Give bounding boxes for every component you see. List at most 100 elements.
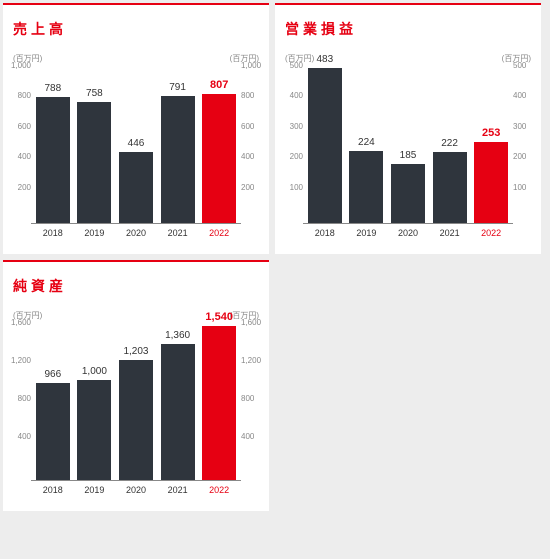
y-axis-right: 1,000 800 600 400 200 — [241, 64, 267, 224]
bar-value-label: 253 — [482, 127, 500, 139]
x-tick-label: 2022 — [202, 485, 236, 495]
y-tick-label: 1,000 — [5, 62, 31, 70]
bar-wrap: 185 — [391, 150, 425, 223]
y-axis-right: 1,600 1,200 800 400 — [241, 321, 267, 481]
y-tick-label: 500 — [513, 62, 539, 70]
y-tick-label: 800 — [241, 92, 267, 100]
y-tick-label: 500 — [277, 62, 303, 70]
y-tick-label: 200 — [241, 184, 267, 192]
y-tick-label: 200 — [5, 184, 31, 192]
y-tick-label: 100 — [277, 184, 303, 192]
chart-grid: 売上高(百万円)(百万円)1,000800600400200 1,0008006… — [0, 0, 550, 514]
x-tick-label: 2018 — [36, 485, 70, 495]
bar-value-label: 1,203 — [123, 346, 148, 357]
y-axis-left: 1,000 800 600 400 200 — [5, 64, 31, 224]
bar-wrap: 1,203 — [119, 346, 153, 480]
bar-wrap: 966 — [36, 369, 70, 480]
x-tick-label: 2019 — [77, 485, 111, 495]
y-axis-right: 500 400 300 200 100 — [513, 64, 539, 224]
bar-value-label: 788 — [44, 83, 61, 94]
y-tick-label: 800 — [241, 395, 267, 403]
bar-wrap: 1,540 — [202, 311, 236, 480]
bar — [77, 102, 111, 223]
y-tick-label: 1,600 — [5, 319, 31, 327]
y-tick-label: 200 — [277, 153, 303, 161]
y-tick-label: 400 — [513, 92, 539, 100]
y-tick-label: 300 — [513, 123, 539, 131]
x-tick-label: 2018 — [308, 228, 342, 238]
bar-value-label: 1,360 — [165, 330, 190, 341]
x-tick-label: 2020 — [119, 228, 153, 238]
bar — [36, 97, 70, 223]
x-tick-label: 2022 — [474, 228, 508, 238]
y-tick-label: 1,000 — [241, 62, 267, 70]
x-axis: 2018 2019 2020 2021 2022 — [285, 224, 531, 238]
bar — [119, 152, 153, 223]
x-tick-label: 2019 — [349, 228, 383, 238]
y-tick-label: 800 — [5, 395, 31, 403]
bar-value-label: 791 — [169, 82, 186, 93]
chart-title: 売上高 — [13, 19, 259, 39]
bar — [161, 344, 195, 480]
x-axis: 2018 2019 2020 2021 2022 — [13, 481, 259, 495]
bar — [77, 380, 111, 480]
bar-value-label: 807 — [210, 79, 228, 91]
y-tick-label: 1,200 — [241, 357, 267, 365]
bar — [433, 152, 467, 223]
chart-card: 売上高(百万円)(百万円)1,000800600400200 1,0008006… — [3, 3, 269, 254]
bar-value-label: 224 — [358, 137, 375, 148]
chart-title: 営業損益 — [285, 19, 531, 39]
y-axis-left: 500 400 300 200 100 — [277, 64, 303, 224]
bar-wrap: 758 — [77, 88, 111, 223]
bar — [161, 96, 195, 223]
y-tick-label: 1,200 — [5, 357, 31, 365]
y-tick-label: 200 — [513, 153, 539, 161]
y-tick-label: 600 — [241, 123, 267, 131]
chart-box: 1,000800600400200 1,000800600400200 7887… — [13, 64, 259, 224]
y-tick-label: 400 — [277, 92, 303, 100]
x-tick-label: 2020 — [119, 485, 153, 495]
chart-box: 1,6001,200800400 1,6001,200800400 9661,0… — [13, 321, 259, 481]
bar-wrap: 253 — [474, 127, 508, 223]
bar — [349, 151, 383, 223]
y-tick-label: 400 — [241, 433, 267, 441]
bar-value-label: 185 — [400, 150, 417, 161]
y-tick-label: 400 — [5, 153, 31, 161]
bar — [202, 326, 236, 480]
bar-value-label: 222 — [441, 138, 458, 149]
plot-area: 9661,0001,2031,3601,540 — [31, 321, 241, 481]
bar-wrap: 483 — [308, 54, 342, 223]
x-tick-label: 2021 — [161, 228, 195, 238]
bar-wrap: 1,000 — [77, 366, 111, 480]
unit-row: (百万円)(百万円) — [13, 53, 259, 64]
bar — [119, 360, 153, 480]
plot-area: 483224185222253 — [303, 64, 513, 224]
y-tick-label: 800 — [5, 92, 31, 100]
bar — [474, 142, 508, 223]
x-tick-label: 2020 — [391, 228, 425, 238]
bar — [36, 383, 70, 480]
chart-card: 営業損益(百万円)(百万円)500400300200100 5004003002… — [275, 3, 541, 254]
x-axis: 20182019202020212022 — [13, 224, 259, 238]
y-tick-label: 1,600 — [241, 319, 267, 327]
bar — [308, 68, 342, 223]
y-tick-label: 600 — [5, 123, 31, 131]
bar — [391, 164, 425, 223]
bar-wrap: 224 — [349, 137, 383, 223]
chart-title: 純資産 — [13, 276, 259, 296]
x-tick-label: 2018 — [36, 228, 70, 238]
y-axis-left: 1,600 1,200 800 400 — [5, 321, 31, 481]
bar-value-label: 483 — [316, 54, 333, 65]
y-tick-label: 400 — [241, 153, 267, 161]
x-tick-label: 2022 — [202, 228, 236, 238]
bar-wrap: 791 — [161, 82, 195, 223]
x-tick-label: 2021 — [161, 485, 195, 495]
bar-wrap: 788 — [36, 83, 70, 223]
y-tick-label: 300 — [277, 123, 303, 131]
x-tick-label: 2021 — [433, 228, 467, 238]
bar — [202, 94, 236, 223]
bar-value-label: 966 — [44, 369, 61, 380]
y-tick-label: 100 — [513, 184, 539, 192]
y-tick-label: 400 — [5, 433, 31, 441]
bar-wrap: 807 — [202, 79, 236, 223]
